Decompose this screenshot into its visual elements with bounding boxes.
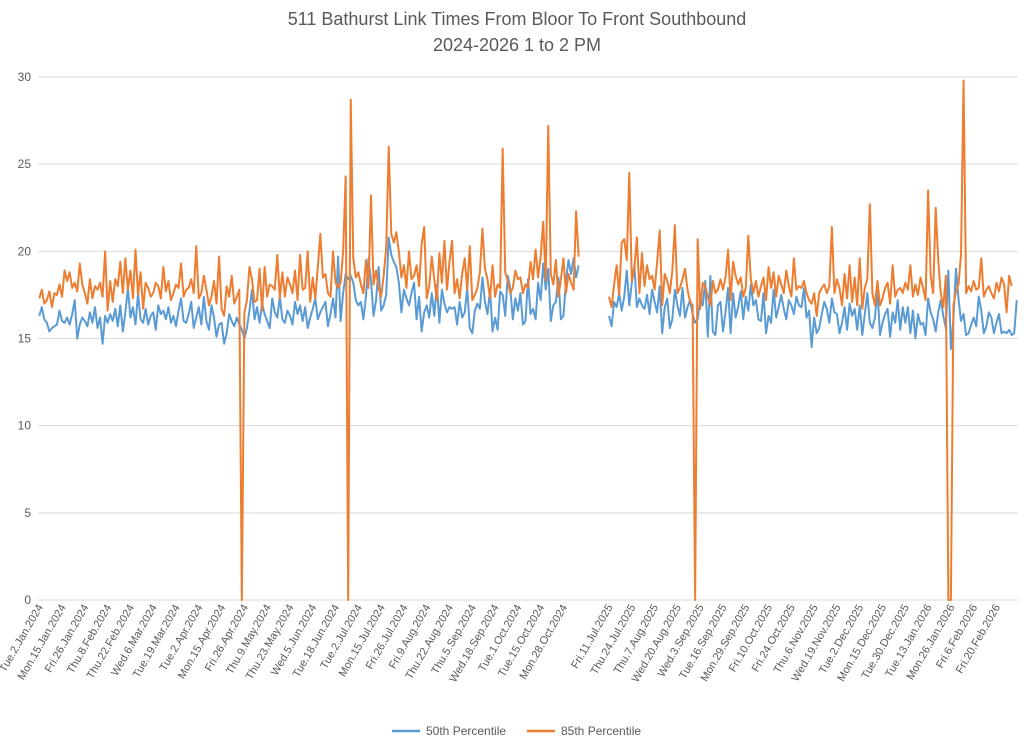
legend-label-85th-percentile: 85th Percentile	[561, 724, 641, 738]
y-tick-label: 10	[18, 419, 32, 433]
chart-subtitle: 2024-2026 1 to 2 PM	[433, 35, 601, 55]
y-tick-label: 5	[24, 506, 31, 520]
legend: 50th Percentile 85th Percentile	[392, 724, 641, 738]
y-tick-label: 0	[24, 593, 31, 607]
legend-label-50th-percentile: 50th Percentile	[426, 724, 506, 738]
series-line-50th-percentile	[38, 236, 1018, 350]
y-axis: 0 5 10 15 20 25 30	[18, 70, 32, 607]
y-tick-label: 30	[18, 70, 32, 84]
x-axis: Tue.2.Jan.2024Mon.15.Jan.2024Fri.26.Jan.…	[0, 602, 1003, 684]
chart-title: 511 Bathurst Link Times From Bloor To Fr…	[288, 9, 747, 29]
series-lines	[38, 79, 1018, 601]
series-line-85th-percentile	[38, 79, 1013, 601]
gridlines	[38, 76, 1018, 601]
y-tick-label: 15	[18, 332, 32, 346]
y-tick-label: 25	[18, 157, 32, 171]
y-tick-label: 20	[18, 244, 32, 258]
